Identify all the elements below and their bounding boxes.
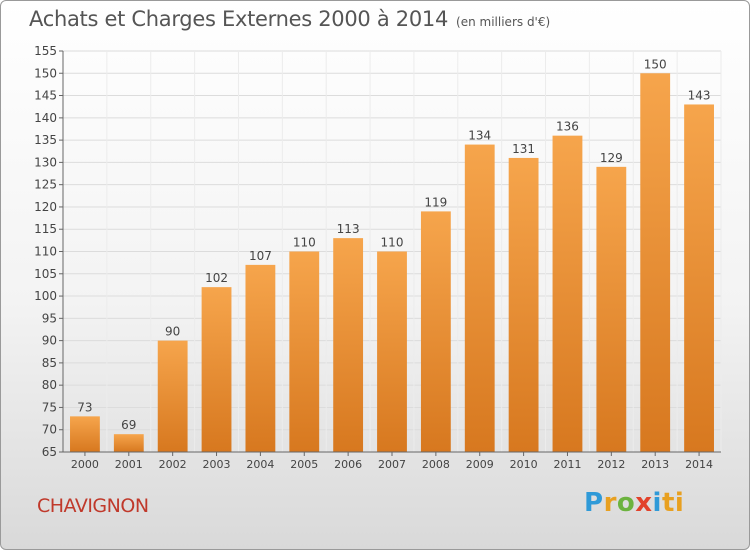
data-label-2007: 110 [381, 236, 404, 250]
x-tick-label-2000: 2000 [71, 458, 99, 471]
chart-title: Achats et Charges Externes 2000 à 2014 (e… [29, 7, 550, 31]
bar-2013 [640, 73, 671, 453]
y-tick-label: 145 [34, 89, 57, 103]
data-label-2008: 119 [424, 195, 447, 209]
y-tick-label: 75 [42, 400, 57, 414]
bars [70, 73, 714, 453]
x-tick-label-2006: 2006 [334, 458, 362, 471]
data-label-2011: 136 [556, 120, 579, 134]
y-tick-label: 90 [42, 334, 57, 348]
y-tick-label: 80 [42, 378, 57, 392]
y-tick-label: 135 [34, 133, 57, 147]
bar-2000 [70, 416, 100, 452]
data-label-2006: 113 [337, 222, 360, 236]
y-tick-label: 120 [34, 200, 57, 214]
bar-2002 [157, 340, 188, 452]
data-label-2002: 90 [165, 325, 180, 339]
data-label-2009: 134 [468, 129, 491, 143]
y-tick-label: 130 [34, 155, 57, 169]
y-tick-label: 125 [34, 178, 57, 192]
bar-2003 [201, 287, 232, 452]
data-label-2000: 73 [77, 400, 92, 414]
data-label-2014: 143 [688, 88, 711, 102]
data-label-2005: 110 [293, 236, 316, 250]
bar-2012 [596, 166, 627, 452]
town-name: CHAVIGNON [37, 495, 149, 517]
y-tick-label: 105 [34, 267, 57, 281]
x-tick-label-2011: 2011 [553, 458, 581, 471]
x-tick-label-2009: 2009 [466, 458, 494, 471]
y-tick-label: 85 [42, 356, 57, 370]
x-tick-label-2004: 2004 [246, 458, 274, 471]
bar-2001 [113, 434, 144, 452]
y-tick-label: 65 [42, 445, 57, 459]
y-tick-label: 100 [34, 289, 57, 303]
y-tick-label: 140 [34, 111, 57, 125]
x-tick-label-2003: 2003 [203, 458, 231, 471]
bar-2004 [245, 264, 276, 452]
logo-letter: ti [661, 488, 685, 518]
bar-2005 [289, 251, 320, 452]
x-tick-label-2012: 2012 [597, 458, 625, 471]
x-tick-label-2010: 2010 [510, 458, 538, 471]
data-label-2001: 69 [121, 418, 136, 432]
logo-letter: P [584, 488, 604, 518]
bar-2014 [684, 104, 714, 452]
logo-letter: o [616, 488, 636, 518]
axes: 65 70 75 80 85 90 95 100 105 110 115 120 125 130 135 14… [34, 44, 721, 471]
y-tick-label: 70 [42, 423, 57, 437]
x-tick-label-2001: 2001 [115, 458, 143, 471]
proxiti-logo: Proxiti [584, 488, 684, 518]
x-tick-label-2007: 2007 [378, 458, 406, 471]
chart-title-text: Achats et Charges Externes 2000 à 2014 [29, 7, 449, 31]
y-tick-label: 155 [34, 44, 57, 58]
logo-letter: x [635, 488, 653, 518]
bar-2008 [420, 211, 451, 452]
data-label-2010: 131 [512, 142, 535, 156]
data-label-2013: 150 [644, 57, 667, 71]
y-tick-label: 110 [34, 245, 57, 259]
x-tick-label-2013: 2013 [641, 458, 669, 471]
logo-letter: i [652, 488, 662, 518]
x-tick-label-2005: 2005 [290, 458, 318, 471]
data-label-2012: 129 [600, 151, 623, 165]
chart-subtitle: (en milliers d'€) [456, 15, 551, 29]
bar-2010 [508, 157, 539, 452]
bar-2007 [377, 251, 407, 452]
y-tick-label: 95 [42, 311, 57, 325]
y-tick-label: 150 [34, 66, 57, 80]
bar-2009 [464, 144, 495, 453]
bar-2011 [552, 135, 583, 452]
x-tick-label-2002: 2002 [159, 458, 187, 471]
data-labels: 73 69 90 102 107 110 113 110 119 134 131 136 129 150 1… [77, 57, 710, 432]
x-tick-label-2014: 2014 [685, 458, 713, 471]
logo-letter: r [603, 488, 617, 518]
bar-2006 [333, 238, 364, 452]
data-label-2004: 107 [249, 249, 272, 263]
x-tick-label-2008: 2008 [422, 458, 450, 471]
y-tick-label: 115 [34, 222, 57, 236]
data-label-2003: 102 [205, 271, 228, 285]
